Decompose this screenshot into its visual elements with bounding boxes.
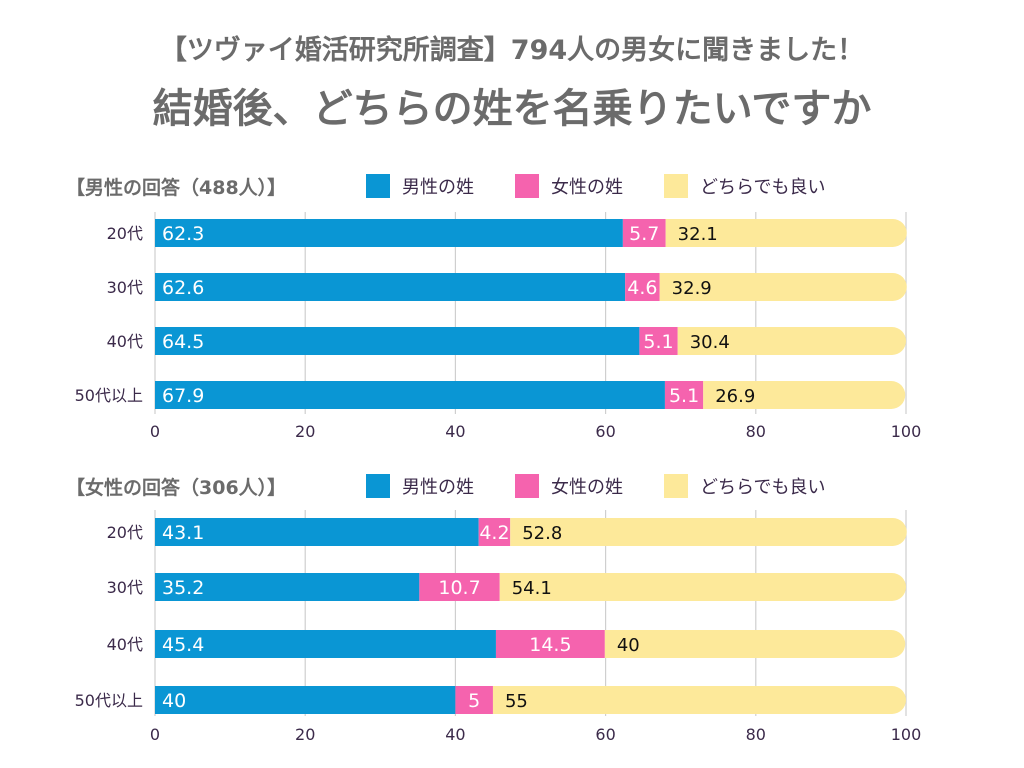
bar-segment-female-surname — [625, 273, 660, 301]
bar-segment-male-surname — [155, 518, 479, 546]
bar-segment-either — [604, 630, 906, 658]
category-label: 40代 — [107, 635, 143, 654]
bar-segment-either — [677, 327, 906, 355]
data-label: 5.7 — [629, 223, 659, 245]
chart-title: 【男性の回答（488人）】 — [66, 176, 286, 199]
data-label: 14.5 — [529, 634, 571, 656]
legend-label: 女性の姓 — [551, 477, 623, 498]
x-tick-label: 20 — [295, 422, 315, 441]
data-label: 10.7 — [438, 577, 480, 599]
data-label: 32.9 — [672, 278, 712, 299]
data-label: 30.4 — [690, 332, 730, 353]
data-label: 62.6 — [162, 277, 204, 299]
bar-segment-female-surname — [622, 219, 666, 247]
bar-segment-female-surname — [639, 327, 678, 355]
bar-segment-male-surname — [155, 327, 640, 355]
bar-segment-male-surname — [155, 573, 420, 601]
x-tick-label: 20 — [295, 725, 315, 744]
x-tick-label: 60 — [595, 422, 615, 441]
bar-segment-female-surname — [664, 381, 704, 409]
legend-swatch — [515, 174, 539, 198]
legend-swatch — [664, 474, 688, 498]
data-label: 62.3 — [162, 223, 204, 245]
data-label: 32.1 — [678, 224, 718, 245]
bar-segment-either — [659, 273, 907, 301]
data-label: 54.1 — [512, 578, 552, 599]
data-label: 64.5 — [162, 331, 204, 353]
x-tick-label: 0 — [150, 422, 160, 441]
data-label: 5.1 — [643, 331, 673, 353]
x-tick-label: 80 — [746, 422, 766, 441]
x-tick-label: 40 — [445, 725, 465, 744]
question-title: 結婚後、どちらの姓を名乗りたいですか — [152, 86, 872, 132]
data-label: 26.9 — [715, 386, 755, 407]
category-label: 30代 — [107, 578, 143, 597]
category-label: 50代以上 — [75, 691, 143, 710]
legend-swatch — [366, 474, 390, 498]
legend-swatch — [515, 474, 539, 498]
legend-label: どちらでも良い — [700, 177, 825, 198]
bar-segment-either — [665, 219, 907, 247]
bar-segment-either — [492, 686, 906, 714]
data-label: 4.2 — [479, 522, 509, 544]
legend-label: どちらでも良い — [700, 477, 825, 498]
data-label: 40 — [162, 690, 186, 712]
legend-label: 女性の姓 — [551, 177, 623, 198]
legend-swatch — [366, 174, 390, 198]
x-tick-label: 40 — [445, 422, 465, 441]
category-label: 30代 — [107, 278, 143, 297]
x-tick-label: 0 — [150, 725, 160, 744]
survey-title: 【ツヴァイ婚活研究所調査】794人の男女に聞きました！ — [159, 35, 865, 66]
bar-segment-either — [703, 381, 906, 409]
bar-segment-either — [510, 518, 907, 546]
x-tick-label: 100 — [891, 725, 922, 744]
data-label: 4.6 — [627, 277, 657, 299]
bar-segment-female-surname — [495, 630, 605, 658]
data-label: 45.4 — [162, 634, 204, 656]
bar-segment-male-surname — [155, 273, 626, 301]
legend-swatch — [664, 174, 688, 198]
male-responses-chart: 【男性の回答（488人）】 男性の姓 女性の姓 どちらでも良い 0 20 40 60 80 100… — [66, 174, 921, 441]
chart-title: 【女性の回答（306人）】 — [66, 476, 286, 499]
data-label: 43.1 — [162, 522, 204, 544]
data-label: 55 — [505, 691, 528, 712]
x-tick-label: 80 — [746, 725, 766, 744]
x-tick-label: 60 — [595, 725, 615, 744]
bar-segment-male-surname — [155, 630, 496, 658]
category-label: 50代以上 — [75, 386, 143, 405]
data-label: 5 — [468, 690, 480, 712]
female-responses-chart: 【女性の回答（306人）】 男性の姓 女性の姓 どちらでも良い 0 20 40 60 80 100… — [66, 474, 921, 744]
bar-segment-female-surname — [455, 686, 493, 714]
data-label: 67.9 — [162, 385, 204, 407]
category-label: 20代 — [107, 523, 143, 542]
category-label: 40代 — [107, 332, 143, 351]
legend-label: 男性の姓 — [402, 177, 474, 198]
x-tick-label: 100 — [891, 422, 922, 441]
bar-segment-female-surname — [419, 573, 500, 601]
bar-segment-male-surname — [155, 686, 456, 714]
data-label: 40 — [617, 635, 640, 656]
data-label: 52.8 — [522, 523, 562, 544]
bar-segment-male-surname — [155, 381, 665, 409]
legend-label: 男性の姓 — [402, 477, 474, 498]
bar-segment-either — [499, 573, 906, 601]
bar-segment-female-surname — [478, 518, 511, 546]
category-label: 20代 — [107, 224, 143, 243]
bar-segment-male-surname — [155, 219, 623, 247]
data-label: 35.2 — [162, 577, 204, 599]
data-label: 5.1 — [669, 385, 699, 407]
